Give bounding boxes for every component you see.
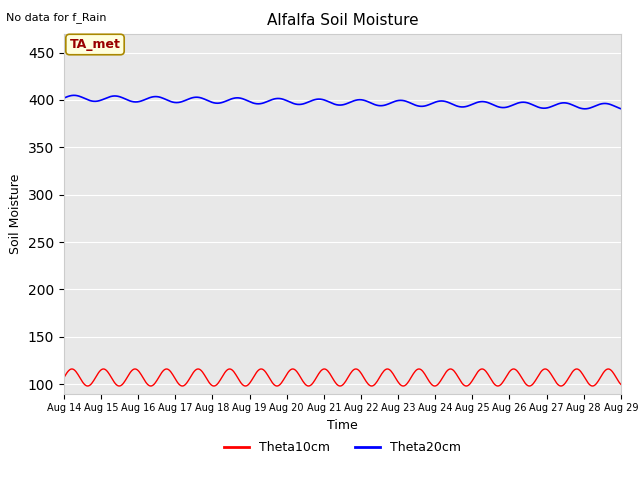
Title: Alfalfa Soil Moisture: Alfalfa Soil Moisture — [267, 13, 418, 28]
Legend: Theta10cm, Theta20cm: Theta10cm, Theta20cm — [219, 436, 466, 459]
Y-axis label: Soil Moisture: Soil Moisture — [10, 173, 22, 254]
Text: No data for f_Rain: No data for f_Rain — [6, 12, 107, 23]
X-axis label: Time: Time — [327, 419, 358, 432]
Text: TA_met: TA_met — [70, 38, 120, 51]
